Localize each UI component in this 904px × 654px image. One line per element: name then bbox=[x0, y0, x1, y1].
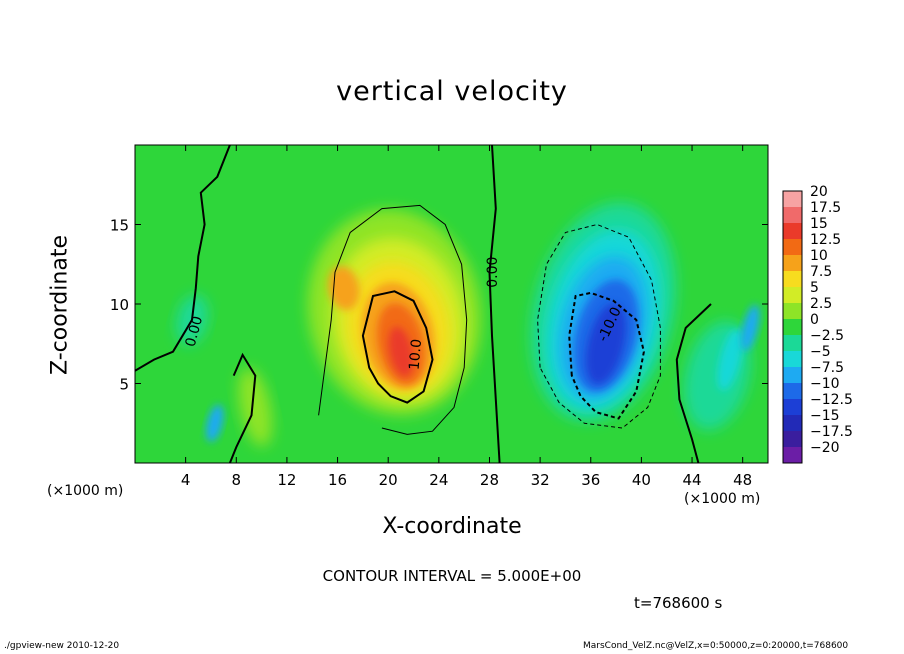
colorbar-swatch-14 bbox=[783, 415, 802, 432]
contour-lines bbox=[135, 145, 712, 463]
field-blob-12 bbox=[328, 266, 360, 311]
colorbar-swatch-10 bbox=[783, 351, 802, 368]
footer-left: ./gpview-new 2010-12-20 bbox=[4, 641, 120, 651]
contour-label-0: 0.00 bbox=[183, 314, 207, 348]
x-tick-label-7: 32 bbox=[531, 471, 550, 489]
x-tick-label-3: 16 bbox=[328, 471, 347, 489]
x-tick-label-8: 36 bbox=[581, 471, 600, 489]
colorbar-swatch-5 bbox=[783, 271, 802, 288]
field-blob-17 bbox=[586, 303, 626, 385]
x-unit-right: (×1000 m) bbox=[684, 491, 761, 507]
x-tick-label-6: 28 bbox=[480, 471, 499, 489]
y-tick-label-2: 15 bbox=[110, 217, 129, 235]
zero-contour-east bbox=[675, 303, 712, 463]
colorbar-label-0: 20 bbox=[810, 184, 828, 200]
x-axis: 4 8 12 16 20 24 28 32 36 40 44 48 bbox=[181, 145, 752, 489]
colorbar-swatch-7 bbox=[783, 303, 802, 320]
field-blob-1 bbox=[206, 404, 224, 442]
y-axis-label: Z-coordinate bbox=[47, 235, 73, 375]
colorbar-swatch-16 bbox=[783, 447, 802, 464]
colorbar-swatch-8 bbox=[783, 319, 802, 336]
colorbar-label-4: 10 bbox=[810, 248, 828, 264]
y-tick-label-1: 10 bbox=[110, 296, 129, 314]
contour-label-1: 0.00 bbox=[485, 257, 501, 288]
colorbar-label-14: −15 bbox=[810, 408, 840, 424]
colorbar-swatch-4 bbox=[783, 255, 802, 272]
contour-label-2: 10.0 bbox=[407, 338, 426, 370]
colorbar-swatch-15 bbox=[783, 431, 802, 448]
velocity-field bbox=[135, 145, 768, 463]
zero-contour-center bbox=[488, 145, 501, 463]
x-tick-label-10: 44 bbox=[682, 471, 701, 489]
colorbar-label-2: 15 bbox=[810, 216, 828, 232]
colorbar-swatch-2 bbox=[783, 223, 802, 240]
colorbar-label-12: −10 bbox=[810, 376, 840, 392]
colorbar-label-16: −20 bbox=[810, 440, 840, 456]
x-tick-label-11: 48 bbox=[733, 471, 752, 489]
colorbar-label-3: 12.5 bbox=[810, 232, 841, 248]
x-tick-label-0: 4 bbox=[181, 471, 191, 489]
time-label: t=768600 s bbox=[634, 594, 723, 612]
x-tick-label-2: 12 bbox=[277, 471, 296, 489]
y-axis: 5 10 15 bbox=[110, 217, 768, 394]
contour-interval-text: CONTOUR INTERVAL = 5.000E+00 bbox=[322, 567, 582, 585]
colorbar-swatch-13 bbox=[783, 399, 802, 416]
zero-contour-west bbox=[135, 145, 231, 372]
colorbar-swatch-3 bbox=[783, 239, 802, 256]
colorbar: 2017.51512.5107.552.50−2.5−5−7.5−10−12.5… bbox=[782, 184, 853, 464]
colorbar-label-8: 0 bbox=[810, 312, 819, 328]
field-blob-5 bbox=[740, 304, 760, 352]
colorbar-label-6: 5 bbox=[810, 280, 819, 296]
colorbar-swatch-12 bbox=[783, 383, 802, 400]
colorbar-swatch-6 bbox=[783, 287, 802, 304]
x-tick-label-9: 40 bbox=[632, 471, 651, 489]
contour-neg-5 bbox=[537, 223, 661, 429]
colorbar-label-1: 17.5 bbox=[810, 200, 841, 216]
colorbar-label-10: −5 bbox=[810, 344, 831, 360]
colorbar-swatch-0 bbox=[783, 191, 802, 208]
colorbar-swatch-9 bbox=[783, 335, 802, 352]
contour-pos-5 bbox=[318, 204, 468, 435]
colorbar-label-5: 7.5 bbox=[810, 264, 832, 280]
colorbar-label-13: −12.5 bbox=[810, 392, 853, 408]
x-tick-label-4: 20 bbox=[379, 471, 398, 489]
footer-right: MarsCond_VelZ.nc@VelZ,x=0:50000,z=0:2000… bbox=[583, 641, 849, 651]
colorbar-frame bbox=[782, 190, 803, 464]
colorbar-swatch-11 bbox=[783, 367, 802, 384]
chart-title: vertical velocity bbox=[336, 76, 568, 107]
colorbar-label-9: −2.5 bbox=[810, 328, 844, 344]
x-tick-label-5: 24 bbox=[429, 471, 448, 489]
colorbar-label-7: 2.5 bbox=[810, 296, 832, 312]
colorbar-label-11: −7.5 bbox=[810, 360, 844, 376]
x-unit-left: (×1000 m) bbox=[47, 483, 124, 499]
x-tick-label-1: 8 bbox=[232, 471, 242, 489]
contour-neg-10 bbox=[568, 291, 645, 420]
y-tick-label-0: 5 bbox=[119, 376, 129, 394]
colorbar-label-15: −17.5 bbox=[810, 424, 853, 440]
x-axis-label: X-coordinate bbox=[382, 514, 522, 539]
colorbar-swatch-1 bbox=[783, 207, 802, 224]
field-blob-4 bbox=[717, 328, 743, 391]
zero-contour-west-lower bbox=[228, 352, 257, 463]
field-blob-11 bbox=[388, 326, 414, 377]
contour-pos-10 bbox=[361, 290, 434, 404]
